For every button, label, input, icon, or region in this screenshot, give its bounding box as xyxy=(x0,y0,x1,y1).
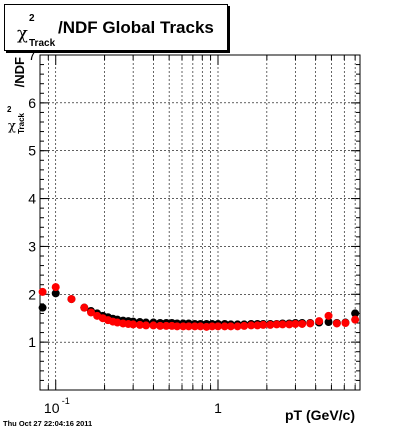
data-point xyxy=(272,320,281,329)
data-point xyxy=(315,317,324,326)
data-point xyxy=(253,321,262,330)
y-tick-label: 6 xyxy=(28,95,36,111)
data-point xyxy=(149,321,158,330)
plot-area-frame xyxy=(39,54,361,391)
series-red-points xyxy=(38,283,360,331)
x-axis-label: pT (GeV/c) xyxy=(285,407,356,423)
title-superscript: 2 xyxy=(29,13,35,24)
y-tick-labels: 1 2 3 4 5 6 7 xyxy=(28,47,36,350)
data-point xyxy=(173,322,182,331)
x-tick-label: 10 -1 xyxy=(44,396,70,416)
data-point xyxy=(324,318,333,327)
chart-title-box: χ 2 Track /NDF Global Tracks xyxy=(4,4,228,51)
data-point xyxy=(208,322,217,331)
data-point xyxy=(324,311,333,320)
data-point xyxy=(80,303,89,312)
data-point xyxy=(135,320,144,329)
ylabel-chi-symbol: χ xyxy=(8,119,16,134)
axis-ticks xyxy=(39,54,360,391)
data-point xyxy=(156,321,165,330)
data-point xyxy=(51,289,60,298)
data-point xyxy=(184,322,193,331)
title-chi-symbol: χ xyxy=(17,23,28,44)
data-point xyxy=(259,320,268,329)
y-tick-label: 5 xyxy=(28,143,36,159)
y-tick-label: 2 xyxy=(28,286,36,302)
data-point xyxy=(67,295,76,304)
x-tick-label-base: 1 xyxy=(214,400,222,416)
data-point xyxy=(266,320,275,329)
data-point xyxy=(220,322,229,331)
data-point xyxy=(247,321,256,330)
timestamp: Thu Oct 27 22:04:16 2011 xyxy=(3,419,93,428)
title-subscript: Track xyxy=(29,38,56,49)
y-tick-label: 1 xyxy=(28,334,36,350)
chart-title: /NDF Global Tracks xyxy=(58,18,214,37)
y-axis-label: 2 χ Track /NDF xyxy=(6,57,27,165)
data-point xyxy=(351,309,360,318)
data-point xyxy=(341,319,350,327)
data-point xyxy=(351,315,360,324)
data-point xyxy=(38,303,47,312)
data-point xyxy=(38,287,47,296)
ylabel-text: /NDF xyxy=(12,57,27,88)
ylabel-subscript: Track xyxy=(17,113,26,134)
data-point xyxy=(141,321,150,330)
data-point xyxy=(233,322,242,331)
ylabel-superscript: 2 xyxy=(7,105,12,114)
data-point xyxy=(306,319,315,328)
data-point xyxy=(298,319,307,328)
x-tick-labels: 10 -1 1 xyxy=(44,396,222,416)
data-point xyxy=(51,283,60,292)
x-tick-label-exponent: -1 xyxy=(62,396,70,406)
data-point xyxy=(226,322,235,331)
y-tick-label: 4 xyxy=(28,191,36,207)
y-tick-label: 3 xyxy=(28,238,36,254)
data-point xyxy=(291,319,300,328)
data-point xyxy=(285,320,294,329)
y-tick-label: 7 xyxy=(28,47,36,63)
data-point xyxy=(190,322,199,331)
data-point xyxy=(196,322,205,331)
x-tick-label: 1 xyxy=(214,400,222,416)
data-point xyxy=(179,322,188,331)
data-point xyxy=(162,321,171,330)
data-point xyxy=(214,322,223,331)
data-point xyxy=(278,320,287,329)
x-tick-label-base: 10 xyxy=(44,400,60,416)
data-point xyxy=(240,321,249,330)
data-point xyxy=(129,320,138,329)
data-point xyxy=(332,319,341,328)
data-point xyxy=(87,308,96,317)
grid-lines xyxy=(39,55,360,390)
